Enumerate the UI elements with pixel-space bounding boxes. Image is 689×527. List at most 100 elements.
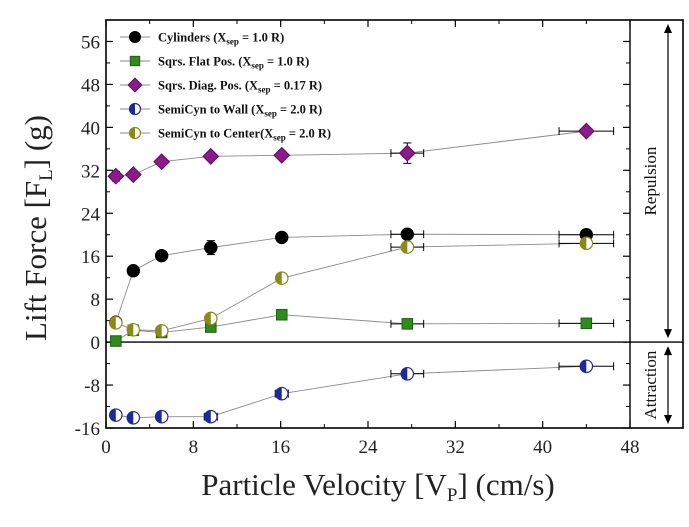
data-point: [579, 359, 594, 374]
error-bars: [111, 127, 615, 421]
marker-half-fill: [204, 410, 211, 423]
data-point: [580, 317, 593, 330]
marker-half-fill: [127, 411, 134, 424]
marker-square: [110, 335, 122, 347]
data-point: [401, 318, 414, 330]
legend-marker: [129, 31, 141, 43]
marker-circle: [154, 248, 169, 263]
data-point: [154, 409, 169, 424]
y-tick-label: -16: [75, 419, 100, 440]
region-label: Repulsion: [641, 146, 660, 215]
x-tick-label: 16: [271, 437, 290, 458]
marker-circle: [275, 230, 289, 245]
plot-frame: [105, 19, 684, 429]
region-panel: Repulsion Attraction: [641, 24, 672, 424]
data-point: [400, 227, 414, 241]
outer-frame: [105, 19, 684, 429]
y-tick-label: 0: [91, 333, 101, 354]
data-point: [275, 308, 288, 321]
region-arrow-head: [664, 346, 672, 356]
data-point: [204, 311, 218, 326]
legend-marker: [127, 77, 143, 93]
x-tick-label: 48: [621, 437, 640, 458]
marker-diamond: [127, 77, 143, 93]
axes: -16 -8 0 8 16 24 32 40 48 56 0 8 16 24 32 40 48: [75, 20, 640, 458]
marker-half-fill: [580, 360, 587, 373]
marker-square: [129, 55, 141, 67]
x-tick-label: 32: [446, 437, 465, 458]
series-line: [115, 242, 587, 332]
data-point: [204, 409, 218, 424]
data-point: [126, 410, 141, 425]
x-tick-label: 40: [533, 437, 552, 458]
data-markers: [107, 122, 595, 425]
series-line: [115, 233, 587, 323]
marker-diamond: [153, 153, 171, 171]
marker-half-fill: [275, 387, 282, 400]
data-point: [202, 147, 220, 165]
data-point: [154, 248, 169, 263]
legend-label: Sqrs. Diag. Pos. (Xsep = 0.17 R): [158, 79, 322, 95]
data-point: [154, 324, 169, 338]
data-point: [579, 236, 594, 251]
legend-label: Cylinders (Xsep = 1.0 R): [158, 31, 284, 47]
legend-marker: [129, 55, 141, 67]
marker-diamond: [398, 144, 416, 162]
marker-diamond: [202, 147, 220, 165]
x-tick-label: 24: [359, 437, 379, 458]
marker-diamond: [577, 122, 595, 140]
y-tick-label: 56: [81, 32, 100, 53]
legend: Cylinders (Xsep = 1.0 R) Sqrs. Flat Pos. …: [120, 31, 331, 143]
marker-diamond: [107, 167, 125, 185]
y-tick-label: 32: [81, 161, 100, 182]
region-label: Attraction: [641, 350, 660, 419]
marker-diamond: [273, 146, 291, 164]
data-point: [275, 230, 289, 245]
marker-half-fill: [580, 237, 587, 250]
data-point: [204, 240, 218, 255]
marker-half-fill: [155, 410, 162, 423]
marker-half-fill: [401, 240, 408, 254]
y-tick-label: 8: [91, 290, 101, 311]
region-arrow-head: [664, 24, 672, 33]
marker-circle: [126, 264, 140, 278]
marker-half-fill: [109, 408, 116, 422]
data-point: [126, 322, 141, 337]
marker-half-fill: [127, 323, 134, 336]
marker-diamond: [124, 166, 142, 184]
data-point: [109, 408, 123, 422]
legend-marker: [128, 126, 142, 140]
data-point: [126, 264, 140, 278]
y-axis-title: Lift Force [FL] (g): [18, 115, 57, 341]
data-point: [273, 146, 291, 164]
marker-square: [401, 318, 414, 330]
marker-circle: [400, 227, 414, 241]
region-arrow-head: [664, 329, 672, 339]
legend-label: SemiCyn to Center(Xsep = 2.0 R): [158, 127, 331, 143]
x-tick-label: 8: [189, 437, 199, 458]
data-point: [400, 240, 415, 254]
marker-circle: [129, 31, 141, 43]
y-tick-label: 24: [81, 204, 101, 225]
data-point: [400, 366, 415, 381]
legend-label: SemiCyn to Wall (Xsep = 2.0 R): [158, 103, 322, 119]
data-point: [577, 122, 595, 140]
x-axis-title: Particle Velocity [VP] (cm/s): [201, 467, 555, 506]
y-tick-label: 40: [81, 118, 100, 139]
marker-half-fill: [129, 127, 135, 139]
marker-half-fill: [109, 316, 116, 329]
marker-half-fill: [129, 103, 135, 115]
marker-half-fill: [204, 312, 211, 325]
series-line: [115, 314, 587, 342]
marker-half-fill: [275, 272, 282, 285]
data-point: [398, 144, 416, 162]
series-lines: [115, 130, 587, 419]
y-tick-label: 48: [81, 75, 100, 96]
data-point: [274, 271, 289, 286]
series-line: [115, 365, 587, 419]
axis-titles: Particle Velocity [VP] (cm/s) Lift Force …: [18, 115, 555, 506]
data-point: [124, 166, 142, 184]
marker-half-fill: [155, 324, 162, 338]
